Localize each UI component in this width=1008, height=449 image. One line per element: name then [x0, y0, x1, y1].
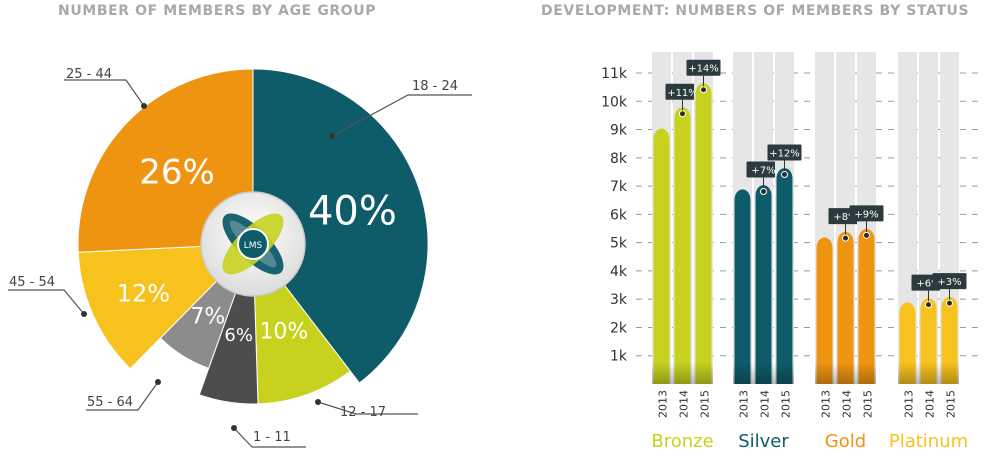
y-tick-6k: 6k	[610, 207, 628, 223]
callout-dot-1-11	[231, 425, 237, 431]
callout-dot-25-44	[141, 103, 147, 109]
year-label-silver-2015: 2015	[780, 390, 793, 418]
y-tick-7k: 7k	[610, 179, 628, 195]
y-tick-8k: 8k	[610, 151, 628, 167]
y-tick-5k: 5k	[610, 236, 628, 252]
bar-silver-2015	[776, 168, 793, 384]
y-tick-1k: 1k	[610, 349, 628, 365]
badge-text-silver-2015: +12%	[769, 149, 800, 160]
badge-text-bronze-2014: +11%	[667, 88, 698, 99]
badge-dot-bronze-2015	[700, 86, 707, 94]
year-label-bronze-2015: 2015	[699, 390, 712, 418]
callout-label-18-24: 18 - 24	[412, 79, 458, 94]
badge-text-platinum-2015: +3%	[937, 277, 961, 288]
badge-dot-platinum-2015	[946, 299, 953, 307]
badge-box-platinum-2015	[932, 273, 967, 290]
category-label-silver: Silver	[738, 431, 789, 449]
badge-text-gold-2014: +8%	[833, 212, 857, 223]
bar-bronze-2015	[695, 83, 712, 384]
category-label-bronze: Bronze	[651, 431, 713, 449]
year-label-platinum-2014: 2014	[924, 390, 937, 418]
callout-line-1-11	[233, 427, 306, 448]
callout-line-12-17	[317, 401, 418, 415]
bar-gold-2013	[816, 237, 833, 384]
badge-dot-gold-2014	[842, 234, 849, 242]
bar-silver-2013	[734, 189, 751, 384]
floor-shadow-silver	[733, 362, 794, 384]
bar-gold-2014	[837, 231, 854, 384]
pie-percent-label-12-17: 10%	[259, 319, 308, 344]
badge-text-bronze-2015: +14%	[688, 64, 719, 75]
badge-box-silver-2014	[746, 161, 781, 178]
lms-logo-text: LMS	[244, 241, 263, 251]
pie-percent-label-18-24: 40%	[308, 188, 397, 234]
badge-box-silver-2015	[767, 144, 802, 161]
badge-text-gold-2015: +9%	[854, 209, 878, 220]
pie-slice-25-44	[77, 68, 254, 253]
year-label-gold-2013: 2013	[820, 390, 833, 418]
year-label-platinum-2015: 2015	[945, 390, 958, 418]
year-label-bronze-2014: 2014	[678, 390, 691, 418]
pie-percent-label-55-64: 7%	[190, 305, 225, 330]
bar-silver-2014	[755, 185, 772, 384]
pie-percent-label-25-44: 26%	[139, 152, 215, 192]
y-tick-4k: 4k	[610, 264, 628, 280]
badge-dot-gold-2015	[863, 231, 870, 239]
status-bar-chart: 1k 2k 3k 4k 5k 6k 7k 8k 9k 10k 11k 2013 2014 +11% 2015…	[601, 52, 980, 449]
callout-line-45-54	[8, 289, 85, 315]
pie-chart-title: NUMBER OF MEMBERS BY AGE GROUP	[58, 3, 376, 19]
year-label-gold-2015: 2015	[862, 390, 875, 418]
callout-dot-55-64	[155, 379, 161, 385]
bar-bronze-2014	[674, 107, 691, 384]
year-label-platinum-2013: 2013	[903, 390, 916, 418]
bar-chart-title: DEVELOPMENT: NUMBERS OF MEMBERS BY STATU…	[541, 3, 969, 19]
y-tick-10k: 10k	[601, 94, 628, 110]
badge-box-bronze-2015	[686, 59, 721, 76]
y-tick-11k: 11k	[601, 66, 628, 82]
y-tick-3k: 3k	[610, 292, 628, 308]
callout-line-55-64	[86, 381, 159, 411]
lms-logo-icon	[222, 213, 284, 275]
year-label-gold-2014: 2014	[841, 390, 854, 418]
badge-text-silver-2014: +7%	[751, 166, 775, 177]
callout-line-25-44	[64, 79, 145, 107]
callout-label-55-64: 55 - 64	[87, 395, 133, 410]
bar-bronze-2013	[653, 128, 670, 384]
category-label-platinum: Platinum	[889, 431, 968, 449]
badge-box-bronze-2014	[665, 83, 700, 100]
y-tick-9k: 9k	[610, 123, 628, 139]
floor-shadow-platinum	[898, 362, 959, 384]
badge-dot-silver-2014	[760, 188, 767, 196]
floor-shadow-gold	[815, 362, 876, 384]
callout-label-1-11: 1 - 11	[253, 430, 291, 445]
callout-dot-18-24	[329, 133, 335, 139]
floor-shadow-bronze	[652, 362, 713, 384]
pie-percent-label-1-11: 6%	[224, 325, 253, 346]
badge-dot-silver-2015	[781, 171, 788, 179]
callout-label-25-44: 25 - 44	[66, 67, 112, 82]
bar-bg-platinum-2013	[898, 52, 917, 384]
badge-dot-bronze-2014	[679, 110, 686, 118]
pie-slice-45-54	[77, 243, 255, 370]
pie-percent-label-45-54: 12%	[117, 279, 170, 307]
y-tick-2k: 2k	[610, 320, 628, 336]
badge-dot-platinum-2014	[925, 301, 932, 309]
category-label-gold: Gold	[825, 431, 866, 449]
year-label-silver-2014: 2014	[759, 390, 772, 418]
callout-label-45-54: 45 - 54	[9, 275, 55, 290]
year-label-bronze-2013: 2013	[657, 390, 670, 418]
bar-gold-2015	[858, 228, 875, 384]
badge-box-gold-2015	[849, 205, 884, 222]
callout-label-12-17: 12 - 17	[340, 405, 386, 420]
callout-dot-12-17	[315, 399, 321, 405]
badge-text-platinum-2014: +6%	[916, 279, 940, 290]
callout-dot-45-54	[81, 311, 87, 317]
year-label-silver-2013: 2013	[738, 390, 751, 418]
pie-slice-18-24	[252, 68, 429, 384]
callout-line-18-24	[331, 94, 472, 137]
center-hub: LMS	[200, 191, 306, 297]
